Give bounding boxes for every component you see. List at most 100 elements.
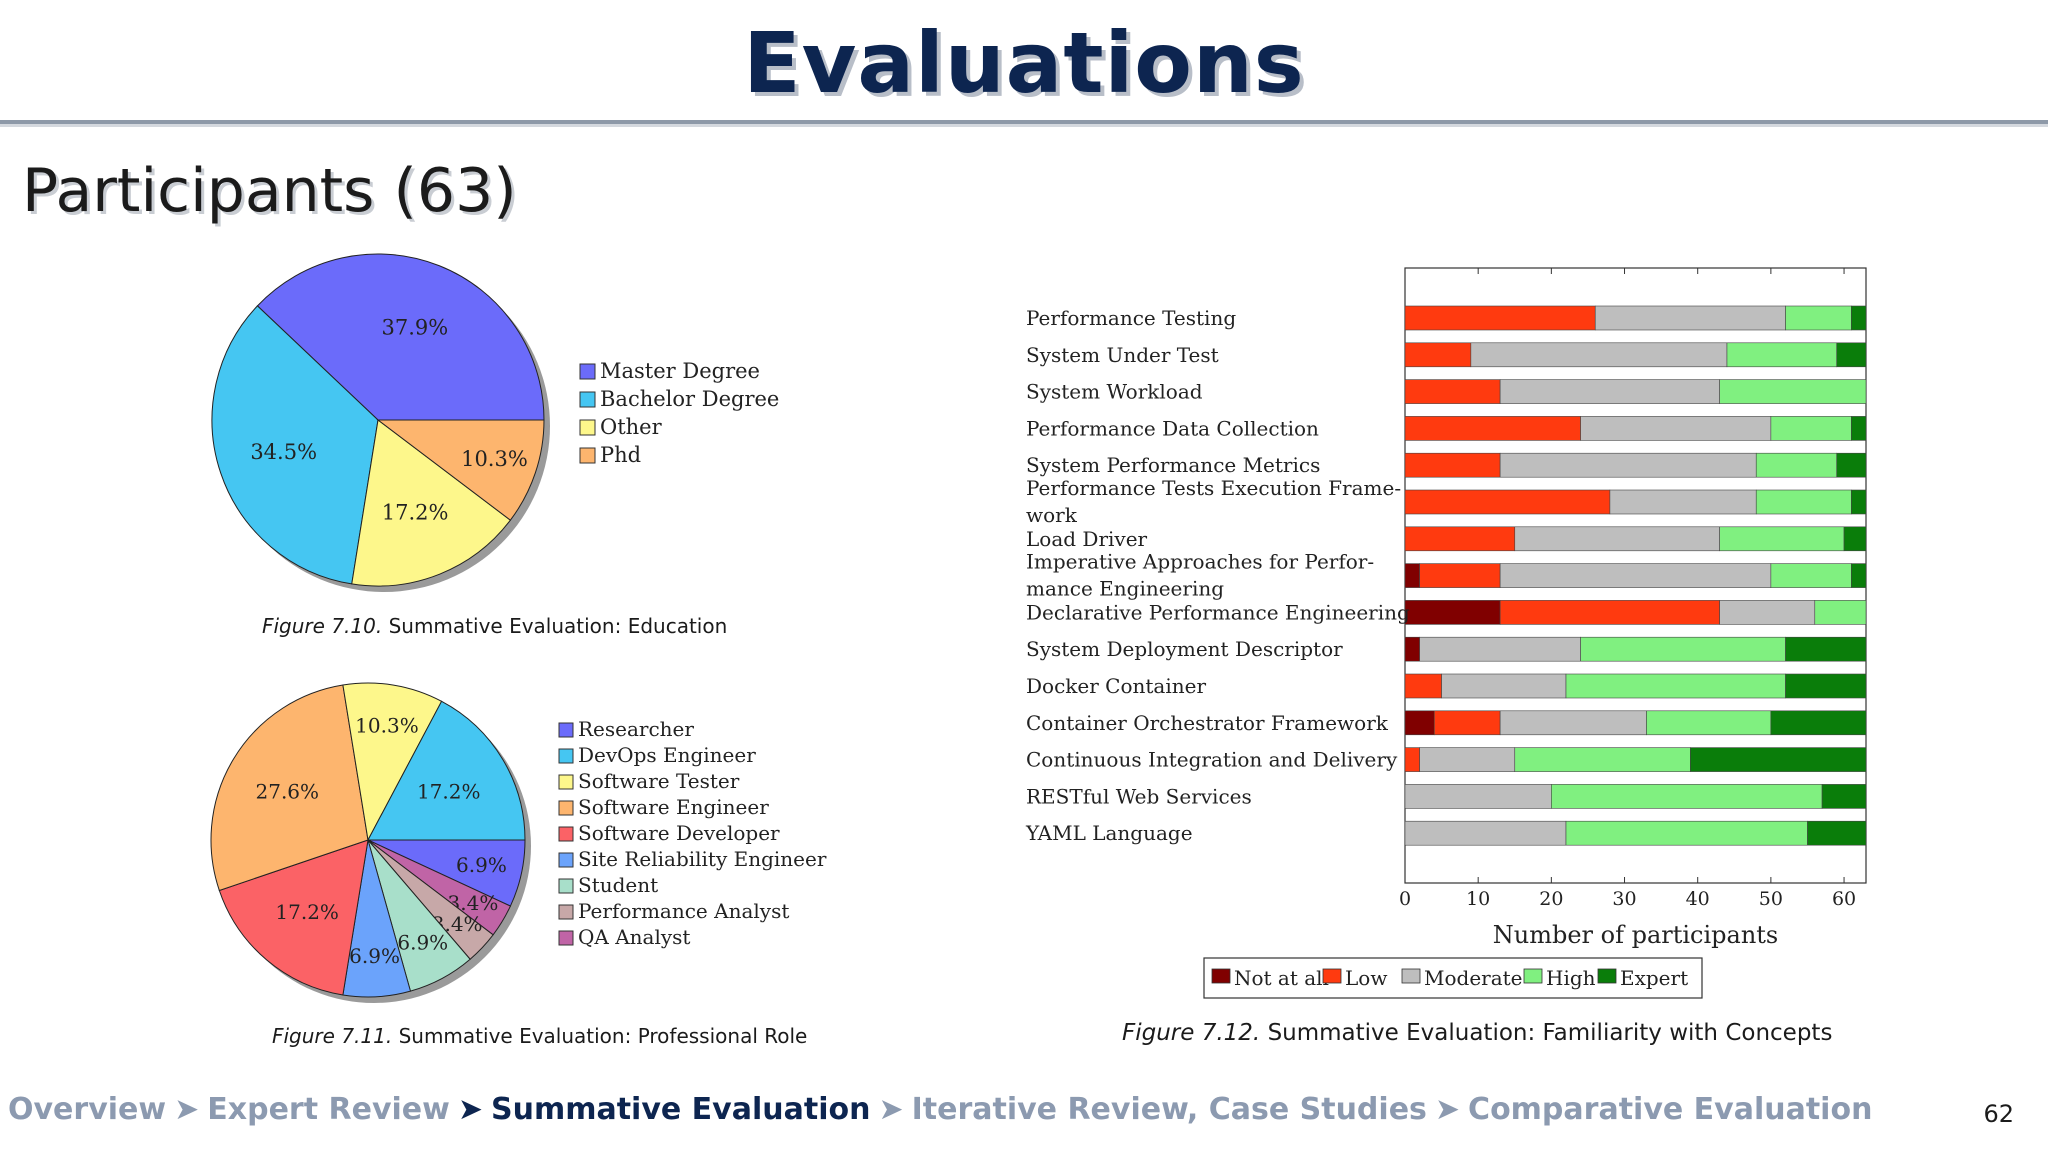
role-legend-label: Student <box>578 873 658 897</box>
education-legend-label: Master Degree <box>600 359 760 383</box>
role-pie-slice <box>210 684 369 892</box>
familiarity-bar-segment <box>1609 489 1757 515</box>
breadcrumb-iterative-review[interactable]: Iterative Review, Case Studies <box>911 1092 1427 1127</box>
familiarity-bar-segment <box>1851 305 1867 331</box>
familiarity-bar-segment <box>1433 710 1501 736</box>
familiarity-category-label: mance Engineering <box>1026 577 1224 601</box>
education-legend-label: Other <box>600 415 663 439</box>
caption-education-text: Summative Evaluation: Education <box>388 614 728 638</box>
familiarity-category-label: Declarative Performance Engineering <box>1026 600 1410 624</box>
familiarity-x-tick-label: 60 <box>1832 888 1856 910</box>
breadcrumb-separator: ➤ <box>1434 1092 1461 1127</box>
education-legend-swatch <box>579 391 596 408</box>
role-legend-label: QA Analyst <box>578 925 690 949</box>
familiarity-legend-label: Low <box>1345 966 1387 990</box>
familiarity-legend-label: Expert <box>1620 966 1688 990</box>
role-pie-slice-label: 17.2% <box>417 779 481 803</box>
caption-role: Figure 7.11. Summative Evaluation: Profe… <box>272 1024 807 1048</box>
familiarity-category-label: System Workload <box>1026 380 1203 404</box>
education-legend-swatch <box>579 419 596 436</box>
familiarity-bar-segment <box>1580 416 1772 441</box>
education-pie-slice-label: 37.9% <box>381 315 448 339</box>
role-pie-slice <box>218 839 369 996</box>
familiarity-bar-segment <box>1836 452 1867 478</box>
role-pie-slice-label: 27.6% <box>256 779 320 803</box>
role-legend-swatch <box>558 800 574 816</box>
familiarity-category-label: Performance Testing <box>1026 306 1236 330</box>
familiarity-bar-segment <box>1836 342 1867 368</box>
familiarity-x-tick-label: 0 <box>1399 888 1411 910</box>
role-legend-label: DevOps Engineer <box>578 743 756 767</box>
title-divider <box>0 120 2048 124</box>
role-legend-label: Site Reliability Engineer <box>578 847 827 871</box>
familiarity-bar-segment <box>1499 563 1772 588</box>
familiarity-bar-segment <box>1580 636 1786 662</box>
education-pie-slice-label: 10.3% <box>461 447 528 471</box>
familiarity-x-tick-label: 20 <box>1539 888 1563 910</box>
caption-familiarity: Figure 7.12. Summative Evaluation: Famil… <box>1122 1020 1832 1046</box>
education-pie-slice <box>351 419 512 587</box>
familiarity-legend-label: Moderate <box>1424 966 1523 990</box>
familiarity-bar-segment <box>1565 820 1808 846</box>
familiarity-bar-segment <box>1851 563 1867 588</box>
breadcrumb-summative-evaluation[interactable]: Summative Evaluation <box>490 1092 871 1127</box>
education-pie-slice <box>256 253 545 421</box>
familiarity-bar-segment <box>1499 600 1720 625</box>
breadcrumb-comparative-evaluation[interactable]: Comparative Evaluation <box>1468 1092 1873 1127</box>
breadcrumb-separator: ➤ <box>174 1092 200 1127</box>
familiarity-bar-segment <box>1770 563 1852 588</box>
role-legend-swatch <box>558 774 574 790</box>
familiarity-category-label: Performance Tests Execution Frame- <box>1026 476 1401 500</box>
familiarity-bar-segment <box>1470 342 1728 368</box>
role-legend-swatch <box>558 878 574 894</box>
familiarity-bar-segment <box>1726 342 1838 368</box>
familiarity-bar-segment <box>1770 416 1852 441</box>
familiarity-bar-segment <box>1404 563 1420 588</box>
familiarity-bar-segment <box>1404 379 1501 404</box>
familiarity-bar-segment <box>1719 379 1867 404</box>
familiarity-x-tick-label: 30 <box>1612 888 1636 910</box>
breadcrumb-overview[interactable]: Overview <box>8 1092 167 1127</box>
familiarity-legend-box <box>1203 957 1703 999</box>
familiarity-bar-segment <box>1404 489 1611 515</box>
familiarity-category-label: YAML Language <box>1025 821 1193 845</box>
slide-title: Evaluations <box>743 14 1305 112</box>
familiarity-bar-segment <box>1514 747 1691 772</box>
role-pie-slice-label: 17.2% <box>275 900 339 924</box>
familiarity-legend-swatch <box>1211 968 1231 984</box>
caption-role-number: Figure 7.11. <box>272 1024 393 1048</box>
caption-familiarity-text: Summative Evaluation: Familiarity with C… <box>1267 1020 1833 1046</box>
role-legend-label: Software Engineer <box>578 795 769 819</box>
familiarity-category-label: Container Orchestrator Framework <box>1026 711 1389 735</box>
familiarity-legend-swatch <box>1597 968 1617 984</box>
familiarity-category-label: System Performance Metrics <box>1026 453 1320 477</box>
page-number: 62 <box>1983 1100 2014 1128</box>
familiarity-bar-segment <box>1404 342 1472 368</box>
familiarity-bar-segment <box>1719 526 1845 552</box>
familiarity-bar-segment <box>1785 673 1867 699</box>
role-legend-label: Performance Analyst <box>578 899 789 923</box>
familiarity-category-label: System Under Test <box>1026 343 1219 367</box>
familiarity-bar-segment <box>1404 416 1581 441</box>
role-legend-swatch <box>558 930 574 946</box>
familiarity-bar-segment <box>1419 563 1501 588</box>
familiarity-x-tick-label: 40 <box>1686 888 1710 910</box>
role-legend-swatch <box>558 748 574 764</box>
breadcrumb-nav: Overview ➤ Expert Review ➤ Summative Evaluat… <box>8 1092 1872 1127</box>
breadcrumb-expert-review[interactable]: Expert Review <box>207 1092 450 1127</box>
familiarity-legend-swatch <box>1322 968 1342 984</box>
role-pie-slice-label: 6.9% <box>397 930 448 954</box>
familiarity-bar-segment <box>1404 784 1552 809</box>
familiarity-bar-segment <box>1404 820 1567 846</box>
breadcrumb-separator: ➤ <box>457 1092 483 1127</box>
role-pie-slice-label: 6.9% <box>456 853 507 877</box>
familiarity-legend-swatch <box>1523 968 1543 984</box>
role-legend-label: Software Developer <box>578 821 780 845</box>
familiarity-bar-segment <box>1419 747 1516 772</box>
familiarity-x-axis-label: Number of participants <box>1493 921 1779 949</box>
familiarity-legend-label: Not at all <box>1234 966 1329 990</box>
role-legend-label: Software Tester <box>578 769 740 793</box>
familiarity-bar-segment <box>1785 305 1852 331</box>
familiarity-bar-segment <box>1419 636 1581 662</box>
